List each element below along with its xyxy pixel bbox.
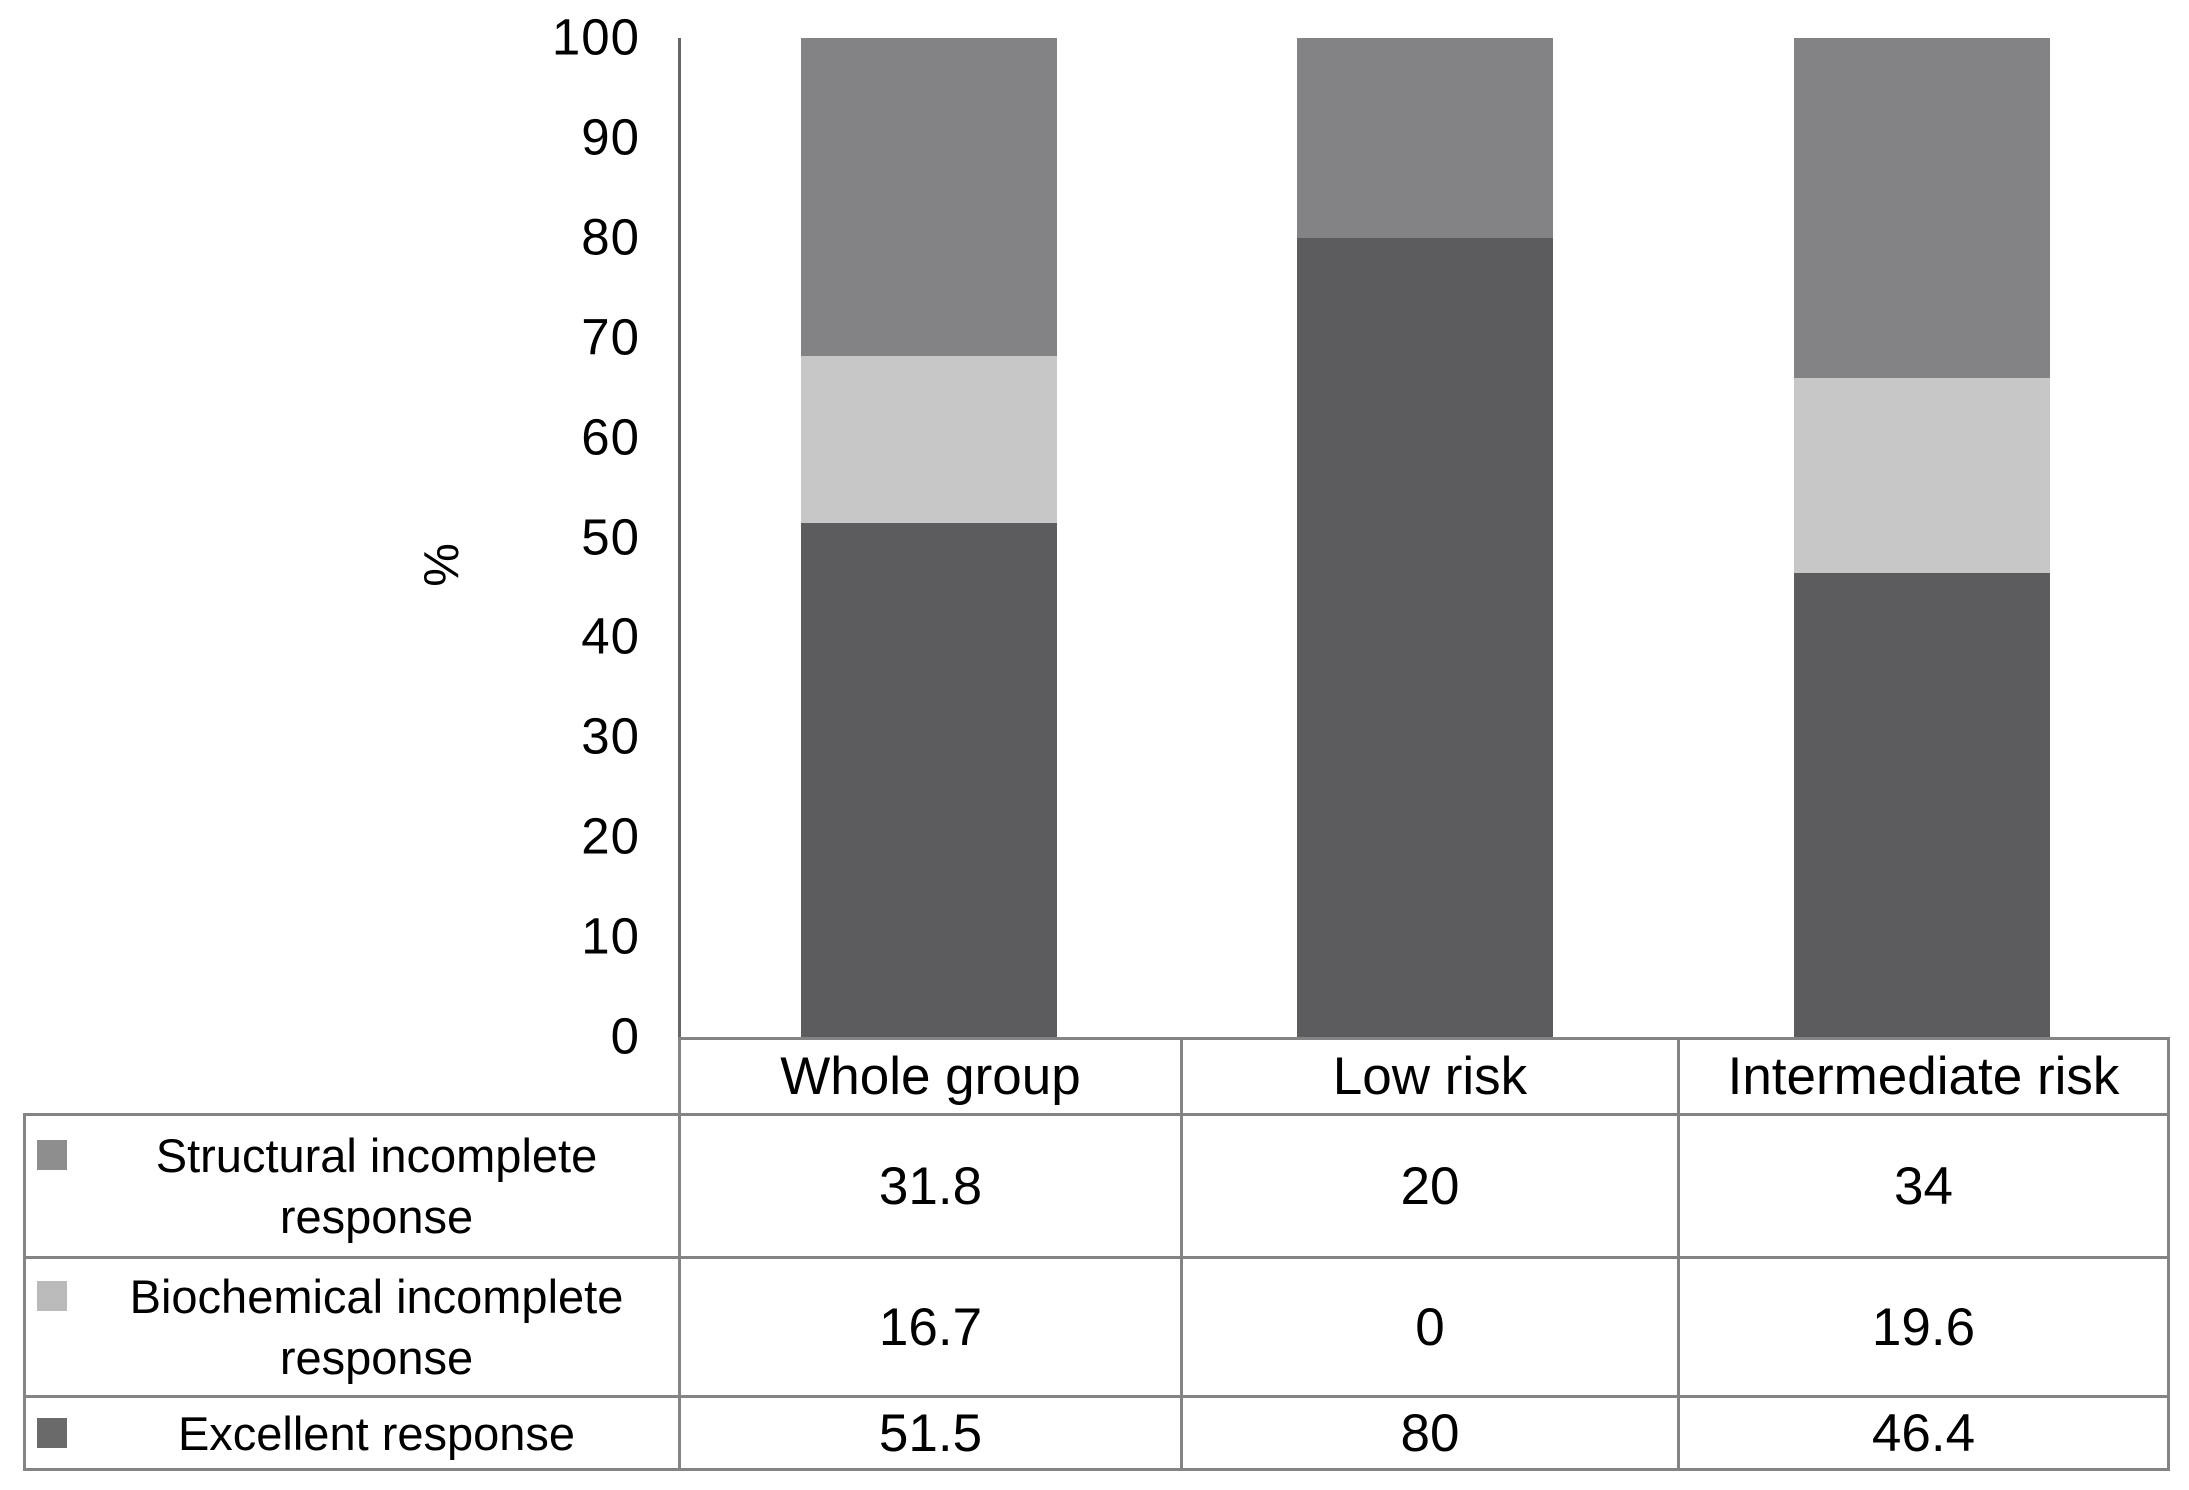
column-header-low-risk: Low risk — [1180, 1037, 1680, 1116]
table-row-structural: Structural incomplete response 31.8 20 3… — [23, 1113, 2170, 1259]
cell-biochemical-intermediate-risk: 19.6 — [1677, 1256, 2170, 1398]
column-header-whole-group: Whole group — [678, 1037, 1183, 1116]
legend-swatch-biochemical-icon — [37, 1281, 67, 1311]
table-row-biochemical: Biochemical incomplete response 16.7 0 1… — [23, 1256, 2170, 1398]
y-tick-label-100: 100 — [551, 8, 640, 66]
y-tick-label-20: 20 — [581, 807, 640, 865]
cell-excellent-whole-group: 51.5 — [678, 1395, 1183, 1471]
bar-segment-structural — [1297, 38, 1554, 238]
ghost-cell — [25, 1039, 680, 1115]
legend-label-excellent: Excellent response — [177, 1406, 576, 1460]
table-row-excellent: Excellent response 51.5 80 46.4 — [23, 1395, 2170, 1471]
y-axis: 0 10 20 30 40 50 60 70 80 90 100 — [330, 0, 640, 1100]
bar-segment-structural — [801, 38, 1058, 356]
legend-cell-excellent: Excellent response — [23, 1395, 681, 1471]
y-tick-label-60: 60 — [581, 408, 640, 466]
y-tick-label-30: 30 — [581, 707, 640, 765]
cell-structural-intermediate-risk: 34 — [1677, 1113, 2170, 1259]
bar-slot-2 — [1674, 38, 2170, 1037]
plot-area — [678, 38, 2170, 1037]
legend-cell-biochemical: Biochemical incomplete response — [23, 1256, 681, 1398]
cell-structural-whole-group: 31.8 — [678, 1113, 1183, 1259]
legend-label-biochemical: Biochemical incomplete response — [129, 1270, 624, 1384]
legend-label-structural: Structural incomplete response — [155, 1129, 598, 1243]
data-table: Whole group Low risk Intermediate risk S… — [23, 1037, 2170, 1471]
cell-excellent-low-risk: 80 — [1180, 1395, 1680, 1471]
bar-slot-1 — [1177, 38, 1673, 1037]
cell-biochemical-whole-group: 16.7 — [678, 1256, 1183, 1398]
cell-excellent-intermediate-risk: 46.4 — [1677, 1395, 2170, 1471]
legend-swatch-excellent-icon — [37, 1417, 67, 1448]
y-tick-label-50: 50 — [581, 507, 640, 565]
bar-segment-excellent — [1793, 573, 2050, 1037]
cell-biochemical-low-risk: 0 — [1180, 1256, 1680, 1398]
legend-cell-structural: Structural incomplete response — [23, 1113, 681, 1259]
stacked-bar-whole-group — [801, 38, 1058, 1037]
y-tick-label-70: 70 — [581, 308, 640, 366]
bar-segment-structural — [1793, 38, 2050, 378]
stacked-bar-intermediate-risk — [1793, 38, 2050, 1037]
bar-slot-0 — [681, 38, 1177, 1037]
bar-segment-excellent — [801, 522, 1058, 1037]
cell-structural-low-risk: 20 — [1180, 1113, 1680, 1259]
bar-segment-excellent — [1297, 237, 1554, 1037]
column-header-intermediate-risk: Intermediate risk — [1677, 1037, 2170, 1116]
legend-swatch-structural-icon — [37, 1140, 67, 1170]
y-tick-label-40: 40 — [581, 607, 640, 665]
bar-segment-biochemical — [801, 355, 1058, 523]
y-tick-label-80: 80 — [581, 208, 640, 266]
bar-segment-biochemical — [1793, 377, 2050, 574]
y-tick-label-90: 90 — [581, 108, 640, 166]
y-tick-label-0: 0 — [610, 1007, 640, 1065]
y-tick-label-10: 10 — [581, 907, 640, 965]
table-header-row: Whole group Low risk Intermediate risk — [25, 1037, 2170, 1116]
stacked-bar-low-risk — [1297, 38, 1554, 1037]
